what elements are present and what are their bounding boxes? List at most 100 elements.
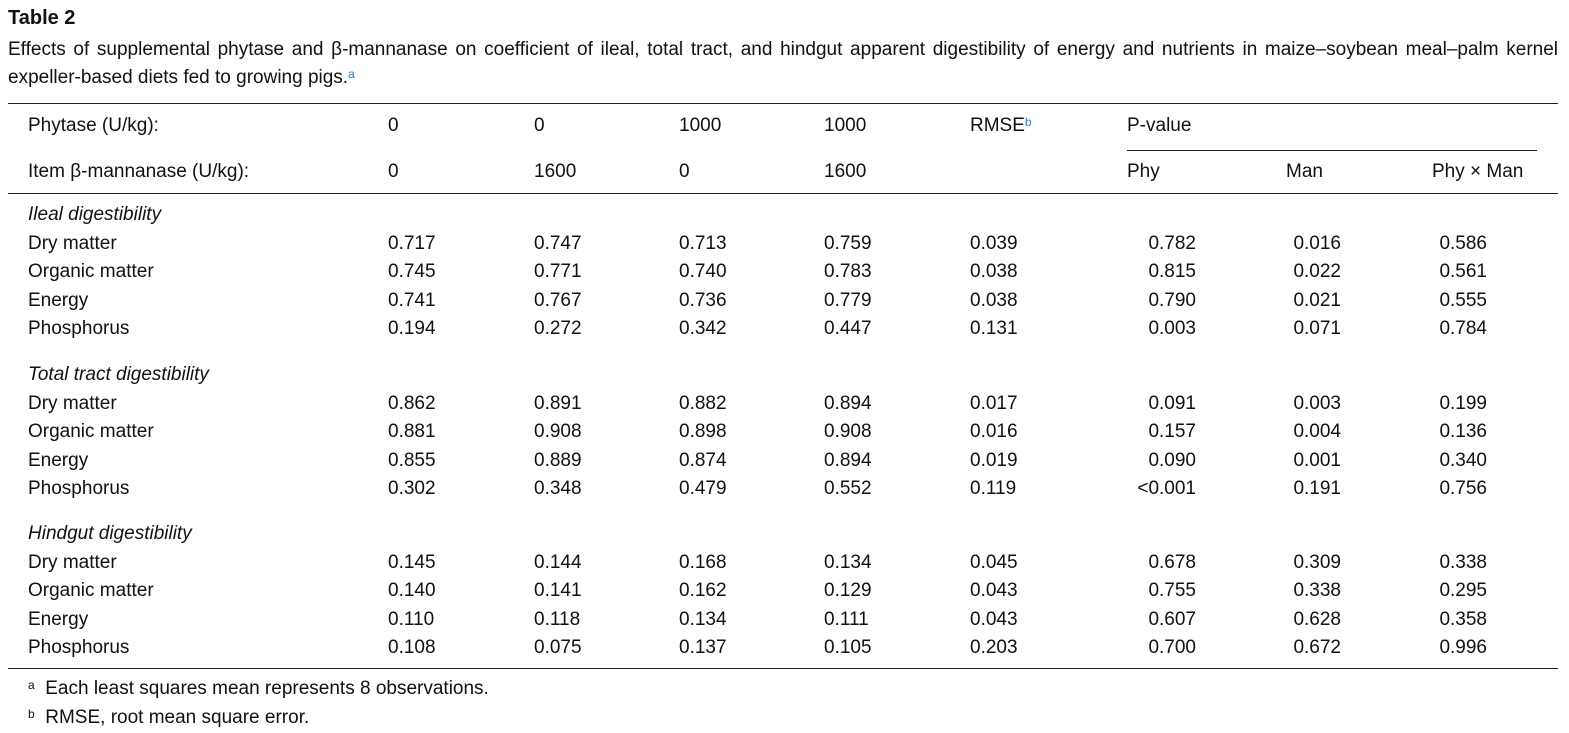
header-mannanase-value: 0: [679, 161, 690, 182]
table-cell: 0.272: [534, 318, 582, 339]
pvalue-cell: 0.022: [1293, 261, 1341, 282]
header-rule: [8, 193, 1558, 194]
pvalue-cell: 0.004: [1293, 421, 1341, 442]
table-cell: 0.108: [388, 637, 436, 658]
table-cell: 0.145: [388, 551, 436, 573]
table-cell: 0.882: [679, 392, 727, 414]
table-cell: 0.908: [534, 421, 582, 442]
pvalue-cell: 0.678: [1148, 551, 1196, 573]
header-pvalue-col: Phy × Man: [1432, 161, 1524, 182]
table-cell: 0.045: [970, 551, 1018, 573]
footnote-mark: b: [28, 707, 35, 721]
pvalue-cell: 0.700: [1148, 637, 1196, 658]
table-cell: 0.302: [388, 478, 436, 499]
table-cell: 0.038: [970, 261, 1018, 282]
table-cell: 0.894: [824, 392, 872, 414]
section-title: Hindgut digestibility: [28, 523, 192, 544]
table-title: Table 2: [8, 7, 76, 29]
pvalue-cell: 0.191: [1293, 478, 1341, 499]
table-cell: 0.783: [824, 261, 872, 282]
pvalue-cell: 0.338: [1439, 551, 1487, 573]
pvalue-cell: 0.157: [1148, 421, 1196, 442]
rmse-footnote-link[interactable]: b: [1024, 115, 1032, 129]
pvalue-cell: 0.586: [1439, 232, 1487, 254]
header-pvalue-col: Man: [1286, 161, 1323, 182]
table-cell: 0.342: [679, 318, 727, 339]
caption-footnote-link[interactable]: a: [348, 67, 355, 81]
table-cell: 0.717: [388, 232, 436, 254]
table-cell: 0.908: [824, 421, 872, 442]
row-item-label: Energy: [28, 289, 89, 311]
header-mannanase-value: 0: [388, 161, 399, 182]
pvalue-cell: 0.815: [1148, 261, 1196, 282]
table-cell: 0.767: [534, 289, 582, 311]
table-cell: 0.740: [679, 261, 727, 282]
table-cell: 0.016: [970, 421, 1018, 442]
table-cell: 0.736: [679, 289, 727, 311]
table-cell: 0.075: [534, 637, 582, 658]
table-cell: 0.898: [679, 421, 727, 442]
table-cell: 0.891: [534, 392, 582, 414]
table-cell: 0.131: [970, 318, 1018, 339]
table-caption: Effects of supplemental phytase and β-ma…: [8, 36, 1558, 92]
footnote-mark: a: [28, 678, 35, 692]
footnote-text: Each least squares mean represents 8 obs…: [45, 678, 489, 699]
header-rmse: RMSEb: [970, 115, 1032, 137]
footnote: a Each least squares mean represents 8 o…: [28, 678, 489, 700]
pvalue-cell: 0.338: [1293, 580, 1341, 601]
table-cell: 0.162: [679, 580, 727, 601]
pvalue-cell: 0.555: [1439, 289, 1487, 311]
pvalue-cell: 0.090: [1148, 449, 1196, 471]
section-title: Ileal digestibility: [28, 204, 162, 225]
table-cell: 0.110: [388, 608, 435, 630]
table-cell: 0.203: [970, 637, 1018, 658]
pvalue-cell: 0.003: [1148, 318, 1196, 339]
pvalue-cell: 0.199: [1439, 392, 1487, 414]
pvalue-cell: 0.756: [1439, 478, 1487, 499]
header-mannanase-value: 1600: [824, 161, 867, 182]
table-cell: 0.134: [679, 608, 727, 630]
section-title: Total tract digestibility: [28, 364, 209, 385]
pvalue-cell: 0.996: [1439, 637, 1487, 658]
top-rule: [8, 103, 1558, 104]
pvalue-cell: 0.309: [1293, 551, 1341, 573]
table-cell: 0.348: [534, 478, 582, 499]
row-item-label: Phosphorus: [28, 478, 130, 499]
pvalue-cell: 0.091: [1148, 392, 1196, 414]
table-cell: 0.111: [824, 608, 869, 630]
table-cell: 0.479: [679, 478, 727, 499]
row-item-label: Phosphorus: [28, 318, 130, 339]
pvalue-cell: 0.628: [1293, 608, 1341, 630]
pvalue-cell: 0.607: [1148, 608, 1196, 630]
pvalue-cell: 0.784: [1439, 318, 1487, 339]
header-phytase-value: 1000: [824, 115, 867, 136]
header-phytase-value: 0: [388, 115, 399, 136]
pvalue-cell: 0.295: [1439, 580, 1487, 601]
pvalue-cell: 0.782: [1148, 232, 1196, 254]
table-cell: 0.447: [824, 318, 872, 339]
rmse-label: RMSE: [970, 115, 1025, 136]
table-cell: 0.129: [824, 580, 872, 601]
row-item-label: Organic matter: [28, 421, 154, 442]
pvalue-cell: 0.021: [1293, 289, 1341, 311]
row-item-label: Organic matter: [28, 261, 154, 282]
pvalue-rule: [1127, 150, 1537, 151]
row-item-label: Dry matter: [28, 551, 117, 573]
table-cell: 0.119: [970, 478, 1017, 499]
pvalue-cell: 0.561: [1439, 261, 1487, 282]
header-mannanase-label: Item β-mannanase (U/kg):: [28, 161, 250, 182]
table-cell: 0.713: [679, 232, 727, 254]
table-cell: 0.745: [388, 261, 436, 282]
caption-text: Effects of supplemental phytase and β-ma…: [8, 39, 1558, 88]
table-cell: 0.168: [679, 551, 727, 573]
pvalue-cell: 0.672: [1293, 637, 1341, 658]
table-cell: 0.741: [388, 289, 436, 311]
pvalue-cell: 0.071: [1293, 318, 1341, 339]
pvalue-cell: 0.755: [1148, 580, 1196, 601]
pvalue-cell: 0.136: [1439, 421, 1487, 442]
table-cell: 0.771: [534, 261, 582, 282]
table-cell: 0.889: [534, 449, 582, 471]
table-cell: 0.855: [388, 449, 436, 471]
table-cell: 0.552: [824, 478, 872, 499]
header-pvalue: P-value: [1127, 115, 1192, 136]
